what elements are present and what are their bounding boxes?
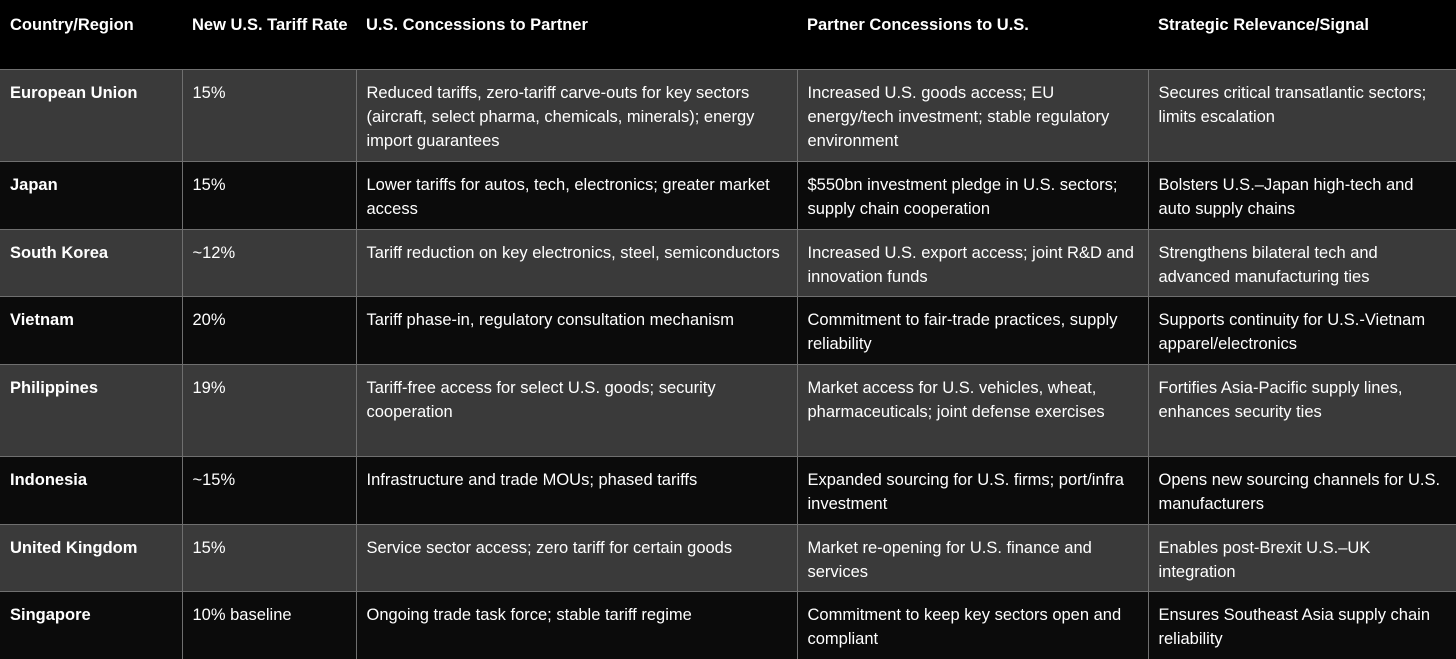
header-strategic-relevance: Strategic Relevance/Signal	[1148, 0, 1456, 70]
cell-partner-concessions: $550bn investment pledge in U.S. sectors…	[797, 161, 1149, 230]
cell-tariff-rate: ~15%	[182, 456, 357, 525]
table-header: Country/Region New U.S. Tariff Rate U.S.…	[0, 0, 1456, 70]
cell-tariff-rate: 20%	[182, 296, 357, 365]
header-partner-concessions: Partner Concessions to U.S.	[797, 0, 1148, 70]
cell-tariff-rate: 19%	[182, 364, 357, 457]
header-us-concessions: U.S. Concessions to Partner	[356, 0, 797, 70]
cell-partner-concessions: Commitment to keep key sectors open and …	[797, 591, 1149, 659]
cell-strategic-relevance: Ensures Southeast Asia supply chain reli…	[1158, 605, 1431, 648]
cell-partner-concessions: Increased U.S. goods access; EU energy/t…	[797, 69, 1149, 162]
header-country: Country/Region	[0, 0, 182, 70]
cell-tariff-rate: 10% baseline	[182, 591, 357, 659]
table-row: United Kingdom 15% Service sector access…	[0, 524, 1456, 592]
cell-us-concessions: Service sector access; zero tariff for c…	[356, 524, 798, 592]
cell-us-concessions: Tariff phase-in, regulatory consultation…	[356, 296, 798, 365]
cell-tariff-rate: 15%	[182, 69, 357, 162]
cell-strategic-relevance: Strengthens bilateral tech and advanced …	[1148, 229, 1456, 297]
table-row: Vietnam 20% Tariff phase-in, regulatory …	[0, 296, 1456, 365]
cell-us-concessions: Tariff reduction on key electronics, ste…	[356, 229, 798, 297]
cell-strategic-relevance: Supports continuity for U.S.-Vietnam app…	[1148, 296, 1456, 365]
cell-country: Indonesia	[0, 456, 183, 525]
cell-partner-concessions: Market access for U.S. vehicles, wheat, …	[797, 364, 1149, 457]
cell-country: European Union	[0, 69, 183, 162]
cell-strategic-relevance: Fortifies Asia-Pacific supply lines, enh…	[1148, 364, 1456, 457]
cell-country: Philippines	[0, 364, 183, 457]
cell-partner-concessions: Commitment to fair-trade practices, supp…	[797, 296, 1149, 365]
header-row: Country/Region New U.S. Tariff Rate U.S.…	[0, 0, 1456, 70]
table-row: Indonesia ~15% Infrastructure and trade …	[0, 456, 1456, 525]
table-row: Philippines 19% Tariff-free access for s…	[0, 364, 1456, 457]
cell-us-concessions: Infrastructure and trade MOUs; phased ta…	[356, 456, 798, 525]
cell-partner-concessions: Market re-opening for U.S. finance and s…	[797, 524, 1149, 592]
cell-strategic-relevance: Bolsters U.S.–Japan high-tech and auto s…	[1148, 161, 1456, 230]
cell-strategic-relevance: Secures critical transatlantic sectors; …	[1148, 69, 1456, 162]
table-row: Japan 15% Lower tariffs for autos, tech,…	[0, 161, 1456, 230]
cell-us-concessions: Tariff-free access for select U.S. goods…	[356, 364, 798, 457]
cell-partner-concessions: Expanded sourcing for U.S. firms; port/i…	[797, 456, 1149, 525]
table-row: Singapore 10% baseline Ongoing trade tas…	[0, 591, 1456, 659]
header-tariff-rate: New U.S. Tariff Rate	[182, 0, 356, 70]
cell-country: Japan	[0, 161, 183, 230]
cell-strategic-relevance: Opens new sourcing channels for U.S. man…	[1148, 456, 1456, 525]
cell-us-concessions: Reduced tariffs, zero-tariff carve-outs …	[356, 69, 798, 162]
cell-us-concessions: Lower tariffs for autos, tech, electroni…	[356, 161, 798, 230]
cell-country: Vietnam	[0, 296, 183, 365]
cell-tariff-rate: 15%	[182, 161, 357, 230]
cell-us-concessions: Ongoing trade task force; stable tariff …	[356, 591, 798, 659]
cell-country: United Kingdom	[0, 524, 183, 592]
table-row: South Korea ~12% Tariff reduction on key…	[0, 229, 1456, 297]
cell-tariff-rate: ~12%	[182, 229, 357, 297]
cell-tariff-rate: 15%	[182, 524, 357, 592]
cell-country: South Korea	[0, 229, 183, 297]
table-body: European Union 15% Reduced tariffs, zero…	[0, 69, 1456, 659]
cell-partner-concessions: Increased U.S. export access; joint R&D …	[797, 229, 1149, 297]
cell-country: Singapore	[0, 591, 183, 659]
cell-strategic-relevance: Enables post-Brexit U.S.–UK integration	[1148, 524, 1456, 592]
table-row: European Union 15% Reduced tariffs, zero…	[0, 69, 1456, 162]
